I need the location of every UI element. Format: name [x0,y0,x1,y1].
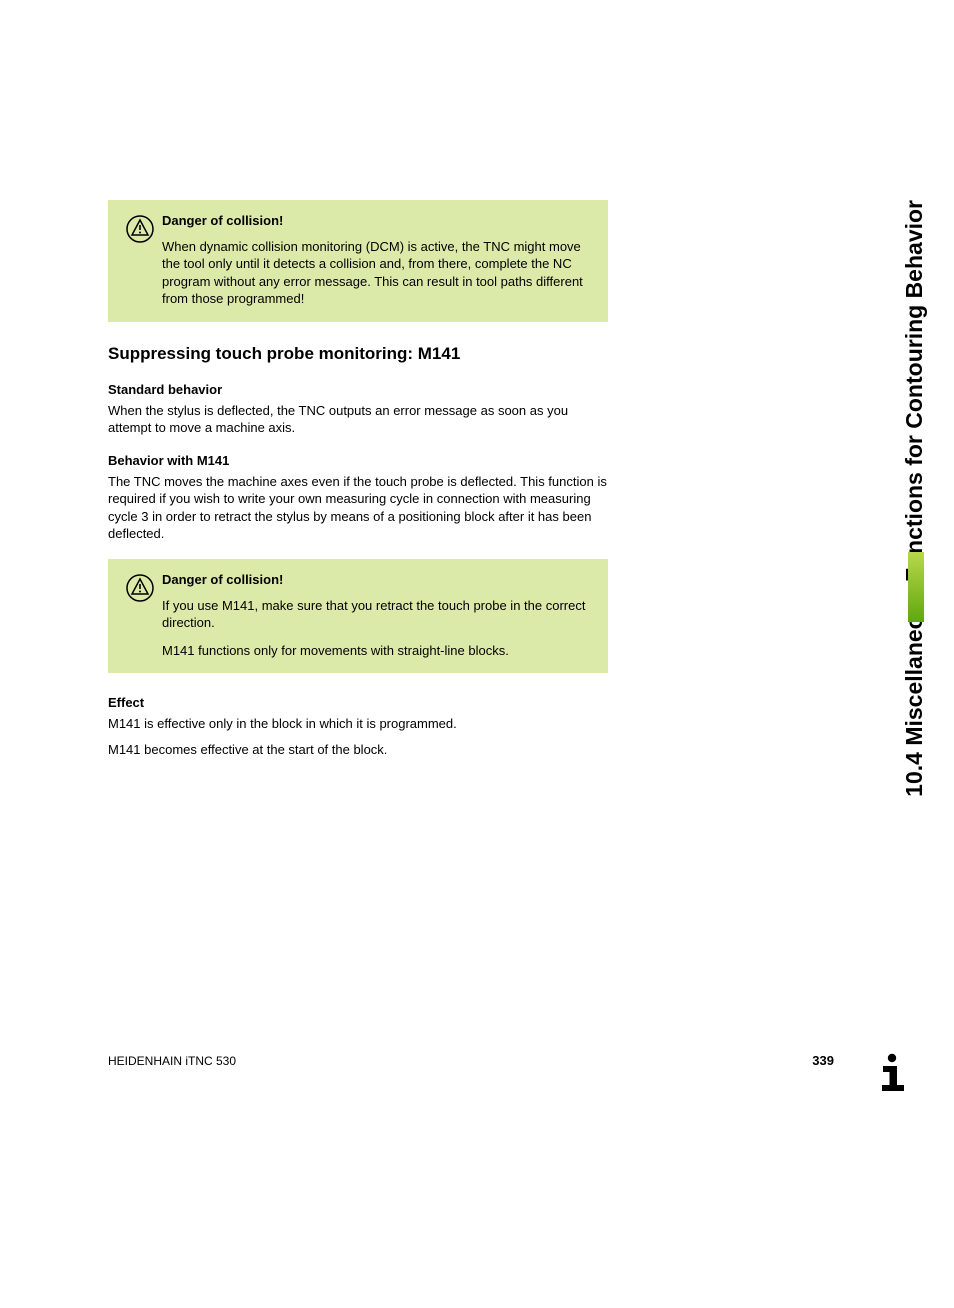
callout2-para2: M141 functions only for movements with s… [162,642,592,660]
callout2-title: Danger of collision! [162,571,592,589]
callout2-para1: If you use M141, make sure that you retr… [162,597,592,632]
info-icon [868,1047,916,1100]
m141-text: The TNC moves the machine axes even if t… [108,473,608,543]
m141-heading: Behavior with M141 [108,453,608,468]
footer-page-number: 339 [812,1053,834,1068]
section-title: Suppressing touch probe monitoring: M141 [108,344,608,364]
warning-icon [118,571,162,659]
standard-heading: Standard behavior [108,382,608,397]
side-accent-bar [908,552,924,622]
effect-heading: Effect [108,695,608,710]
side-chapter-title: 10.4 Miscellaneous Functions for Contour… [901,200,928,797]
warning-icon [118,212,162,308]
standard-text: When the stylus is deflected, the TNC ou… [108,402,608,437]
effect-para2: M141 becomes effective at the start of t… [108,741,608,759]
callout1-title: Danger of collision! [162,212,592,230]
effect-para1: M141 is effective only in the block in w… [108,715,608,733]
warning-callout-2: Danger of collision! If you use M141, ma… [108,559,608,673]
warning-callout-1: Danger of collision! When dynamic collis… [108,200,608,322]
footer-product: HEIDENHAIN iTNC 530 [108,1054,236,1068]
callout1-text: When dynamic collision monitoring (DCM) … [162,238,592,308]
